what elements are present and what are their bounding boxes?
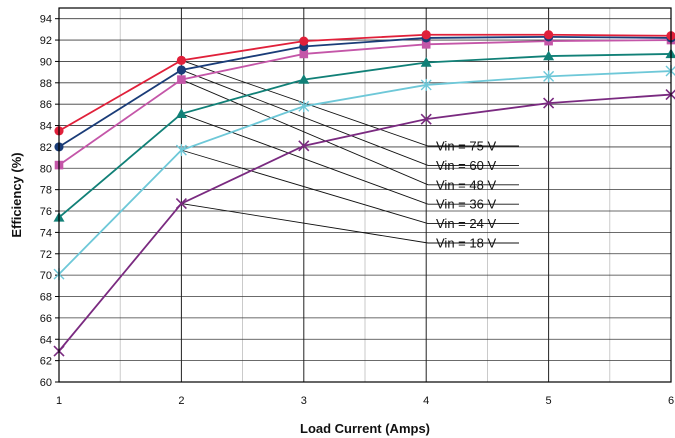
data-point <box>298 100 310 113</box>
series-line <box>58 39 672 166</box>
y-tick-label: 68 <box>40 292 52 304</box>
data-point <box>176 65 186 75</box>
legend-leader-line <box>181 79 519 186</box>
y-axis-ticks: 60 62 64 66 68 70 72 74 76 78 80 82 84 86 88 90 92 94 <box>40 14 59 389</box>
y-tick-label: 60 <box>40 377 52 389</box>
series-vin-24-v <box>53 65 675 281</box>
data-point <box>543 50 555 61</box>
major-grid <box>59 8 671 382</box>
y-tick-label: 84 <box>40 121 52 133</box>
data-point <box>298 74 310 84</box>
y-tick-label: 78 <box>40 185 52 197</box>
data-point <box>299 49 309 59</box>
legend-label: Vin = 60 V <box>436 158 496 173</box>
legend-leader-line <box>181 203 519 244</box>
legend-leader-lines <box>181 59 519 244</box>
y-tick-label: 74 <box>40 227 52 239</box>
legend-label: Vin = 48 V <box>436 177 496 192</box>
data-point <box>298 140 310 152</box>
y-tick-label: 90 <box>40 56 52 68</box>
data-point <box>543 97 555 109</box>
x-tick-label: 2 <box>178 395 184 407</box>
y-tick-label: 80 <box>40 163 52 175</box>
y-tick-label: 82 <box>40 142 52 154</box>
y-tick-label: 70 <box>40 270 52 282</box>
y-tick-label: 62 <box>40 356 52 368</box>
y-tick-label: 92 <box>40 35 52 47</box>
x-axis-title: Load Current (Amps) <box>300 421 430 436</box>
y-tick-label: 94 <box>40 14 52 26</box>
x-axis-ticks: 1 2 3 4 5 6 <box>56 395 674 407</box>
legend-label: Vin = 36 V <box>436 197 496 212</box>
series-line <box>58 35 672 148</box>
x-tick-label: 5 <box>546 395 552 407</box>
data-point <box>421 30 431 40</box>
data-point <box>420 113 432 125</box>
legend-leader-line <box>181 149 519 225</box>
legend-label: Vin = 24 V <box>436 216 496 231</box>
legend-leader-line <box>181 113 519 205</box>
legend-label: Vin = 75 V <box>436 139 496 154</box>
y-tick-label: 64 <box>40 334 52 346</box>
legend-leader-line <box>181 59 519 147</box>
x-tick-label: 1 <box>56 395 62 407</box>
series-vin-18-v <box>53 88 675 357</box>
data-point <box>420 56 432 67</box>
x-tick-label: 6 <box>668 395 674 407</box>
data-point <box>176 55 186 65</box>
y-tick-label: 88 <box>40 78 52 90</box>
series-line <box>58 93 672 352</box>
series-line <box>58 70 672 275</box>
data-point <box>175 108 187 118</box>
legend-leader-line <box>181 69 519 166</box>
data-series <box>53 30 675 357</box>
x-tick-label: 3 <box>301 395 307 407</box>
data-point <box>421 40 431 49</box>
plot-frame <box>58 7 672 383</box>
y-tick-label: 72 <box>40 249 52 261</box>
legend: Vin = 75 V Vin = 60 V Vin = 48 V Vin = 36 V… <box>436 139 496 251</box>
minor-grid <box>119 8 611 382</box>
series-vin-36-v <box>53 48 675 222</box>
y-axis-title: Efficiency (%) <box>9 152 24 237</box>
y-tick-label: 66 <box>40 313 52 325</box>
data-point <box>544 30 554 40</box>
legend-label: Vin = 18 V <box>436 236 496 251</box>
data-point <box>175 144 187 157</box>
data-point <box>175 197 187 210</box>
y-tick-label: 76 <box>40 206 52 218</box>
data-point <box>543 70 555 83</box>
data-point <box>420 78 432 91</box>
data-point <box>665 48 675 59</box>
x-tick-label: 4 <box>423 395 429 407</box>
data-point <box>177 75 186 84</box>
y-tick-label: 86 <box>40 99 52 111</box>
series-line <box>58 33 672 132</box>
data-point <box>299 36 309 46</box>
series-line <box>58 53 672 219</box>
